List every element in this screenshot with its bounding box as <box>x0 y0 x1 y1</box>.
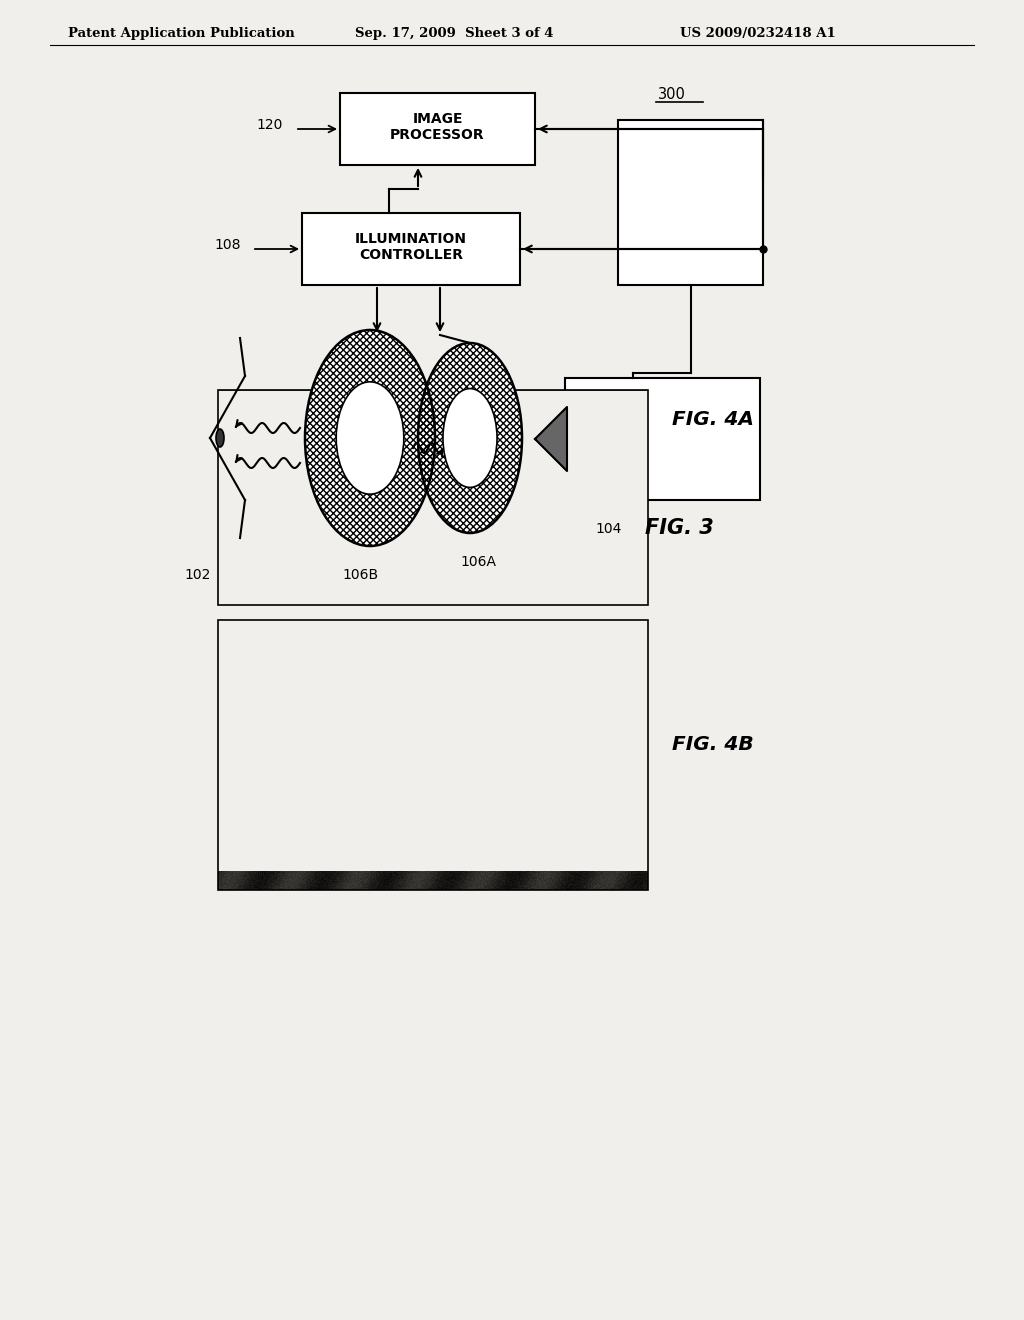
Text: FIG. 4B: FIG. 4B <box>672 735 754 755</box>
Ellipse shape <box>443 388 497 487</box>
Text: 104: 104 <box>595 521 622 536</box>
Ellipse shape <box>418 343 522 533</box>
Text: 102: 102 <box>184 568 211 582</box>
Text: FIG. 3: FIG. 3 <box>645 517 714 539</box>
FancyBboxPatch shape <box>302 213 520 285</box>
Text: 108: 108 <box>214 238 241 252</box>
FancyBboxPatch shape <box>565 378 760 500</box>
FancyBboxPatch shape <box>618 120 763 285</box>
Text: 106A: 106A <box>460 554 496 569</box>
Text: US 2009/0232418 A1: US 2009/0232418 A1 <box>680 26 836 40</box>
Ellipse shape <box>216 429 224 447</box>
Text: Sep. 17, 2009  Sheet 3 of 4: Sep. 17, 2009 Sheet 3 of 4 <box>355 26 554 40</box>
Text: IMAGE
PROCESSOR: IMAGE PROCESSOR <box>390 112 484 143</box>
Ellipse shape <box>336 381 403 494</box>
Text: 106B: 106B <box>342 568 378 582</box>
Text: 120: 120 <box>256 117 283 132</box>
Text: Patent Application Publication: Patent Application Publication <box>68 26 295 40</box>
Text: 300: 300 <box>658 87 686 102</box>
FancyBboxPatch shape <box>340 92 535 165</box>
Text: FIG. 4A: FIG. 4A <box>672 411 754 429</box>
Ellipse shape <box>305 330 435 546</box>
FancyBboxPatch shape <box>218 391 648 871</box>
Text: ILLUMINATION
CONTROLLER: ILLUMINATION CONTROLLER <box>355 232 467 263</box>
Polygon shape <box>535 407 567 471</box>
